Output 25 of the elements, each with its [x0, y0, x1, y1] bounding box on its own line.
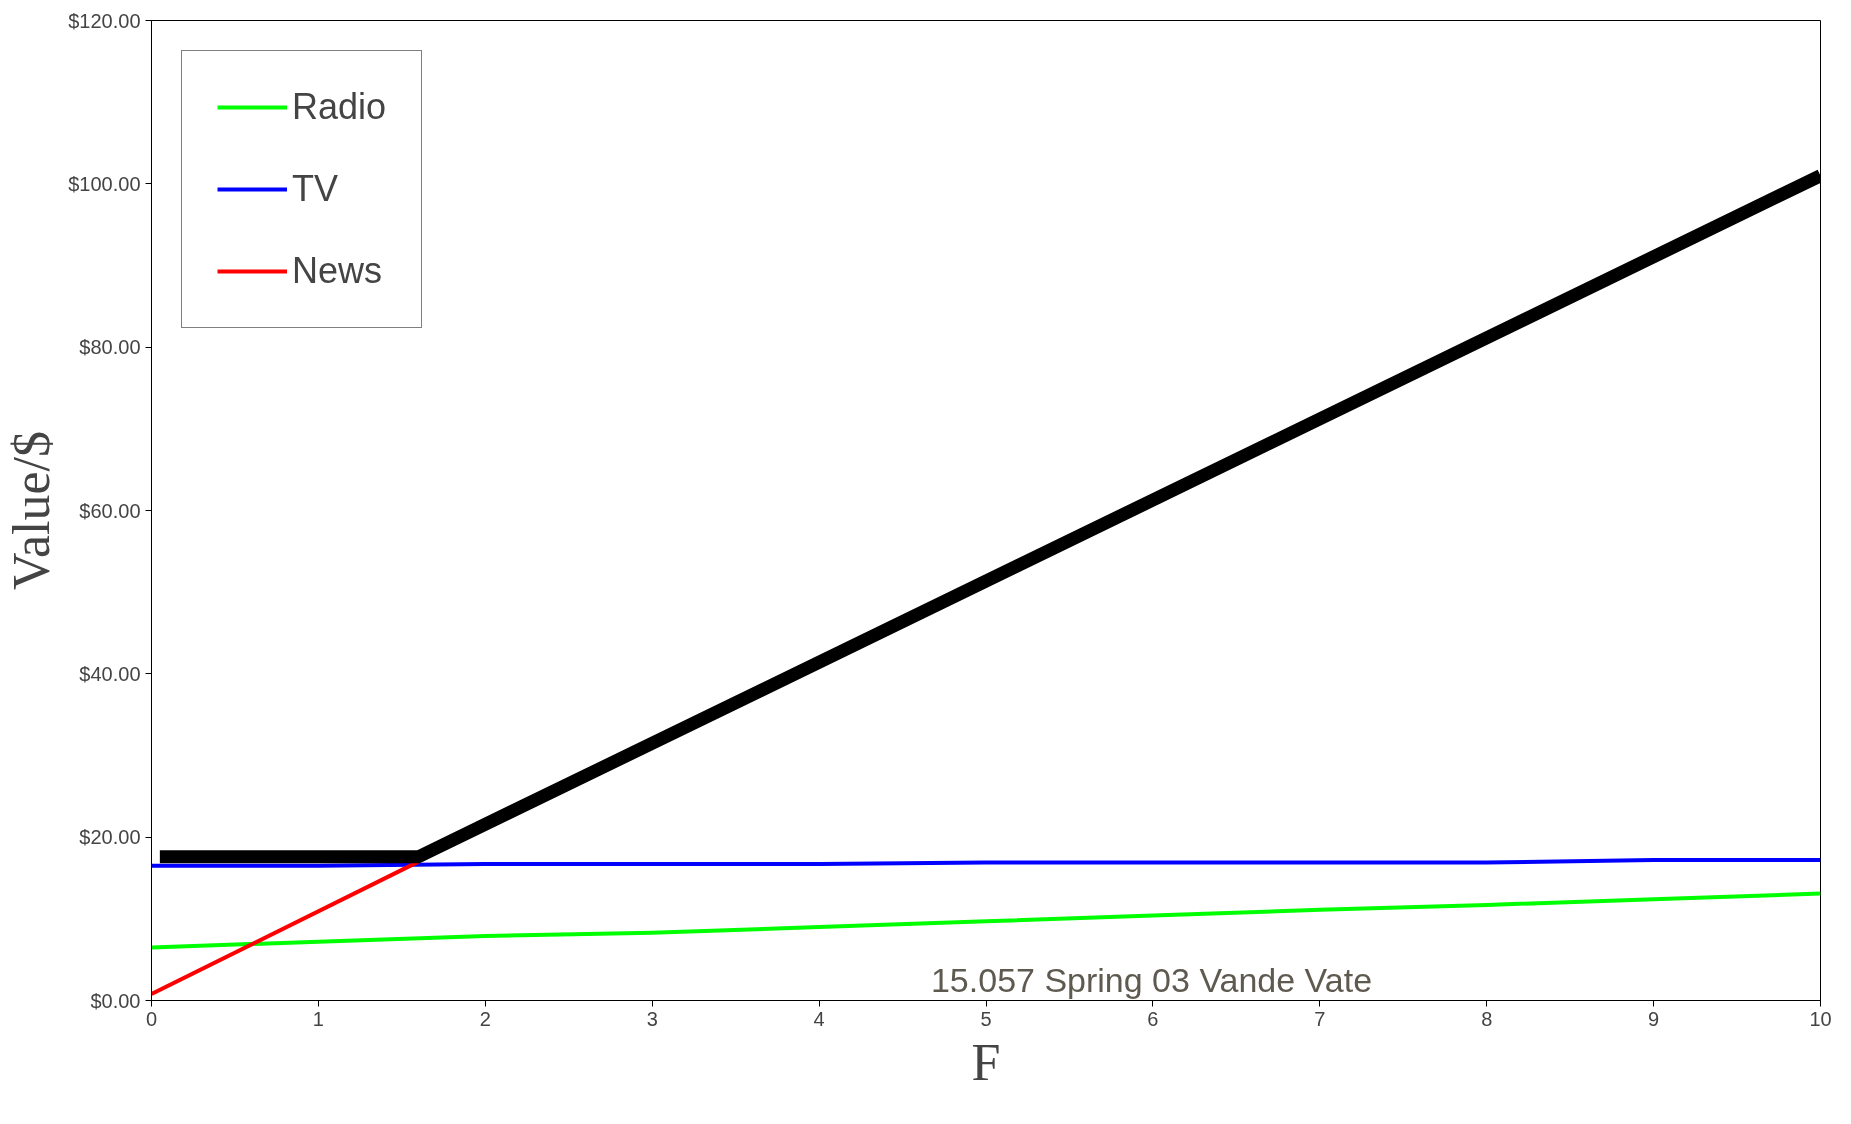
x-tick-label: 8: [1481, 1007, 1493, 1030]
x-tick-label: 1: [312, 1007, 324, 1030]
x-axis-title: F: [971, 1033, 1001, 1091]
legend-label: Radio: [292, 86, 387, 128]
y-tick-label: $120.00: [68, 9, 141, 32]
y-axis-title: Value/$: [3, 431, 61, 590]
y-tick-label: $80.00: [79, 336, 141, 359]
x-tick-label: 9: [1648, 1007, 1660, 1030]
x-tick-label: 7: [1314, 1007, 1326, 1030]
x-tick-label: 5: [980, 1007, 992, 1030]
y-tick-label: $40.00: [79, 662, 141, 685]
y-tick-label: $100.00: [68, 172, 141, 195]
x-tick-label: 4: [813, 1007, 825, 1030]
y-tick-label: $20.00: [79, 826, 141, 849]
x-tick-label: 3: [646, 1007, 658, 1030]
x-tick-label: 10: [1809, 1007, 1832, 1030]
y-tick-label: $60.00: [79, 499, 141, 522]
x-tick-label: 2: [479, 1007, 491, 1030]
x-tick-label: 6: [1147, 1007, 1159, 1030]
line-series: [151, 891, 1821, 950]
legend-label: TV: [292, 168, 339, 210]
annotation: 15.057 Spring 03 Vande Vate: [930, 960, 1373, 999]
y-tick-label: $0.00: [90, 989, 141, 1012]
x-tick-label: 0: [145, 1007, 158, 1030]
legend-label: News: [292, 250, 383, 292]
